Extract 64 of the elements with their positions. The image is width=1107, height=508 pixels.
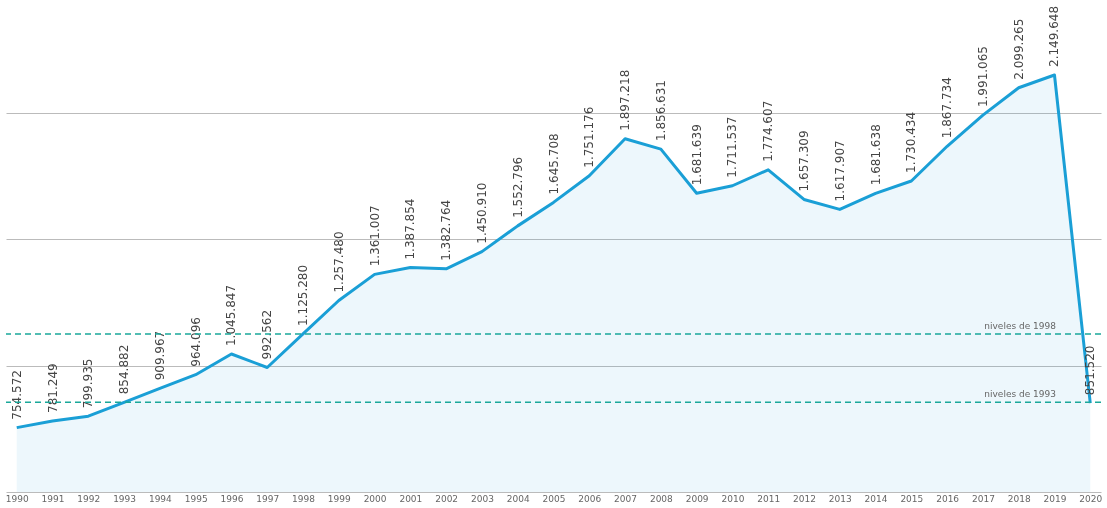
- x-tick-label: 2018: [1007, 493, 1031, 504]
- data-label: 1.387.854: [403, 198, 418, 260]
- x-tick-label: 1998: [292, 493, 316, 504]
- data-label: 2.149.648: [1047, 5, 1062, 67]
- data-label: 1.645.708: [546, 133, 561, 195]
- data-label: 1.681.638: [868, 124, 883, 186]
- data-label: 1.450.910: [474, 182, 489, 244]
- data-label: 1.856.631: [653, 79, 668, 142]
- x-tick-label: 2020: [1079, 493, 1103, 504]
- x-tick-label: 2006: [578, 493, 602, 504]
- data-label: 1.774.607: [761, 100, 776, 162]
- data-label: 1.552.796: [510, 156, 525, 218]
- data-label: 1.897.218: [618, 69, 633, 131]
- x-tick-label: 2009: [685, 493, 709, 504]
- x-tick-label: 2013: [828, 493, 852, 504]
- x-tick-label: 2016: [936, 493, 960, 504]
- data-label: 1.991.065: [975, 46, 990, 108]
- data-label: 1.751.176: [582, 106, 597, 168]
- x-tick-label: 1997: [256, 493, 280, 504]
- x-tick-label: 2002: [435, 493, 459, 504]
- x-tick-label: 1990: [5, 493, 29, 504]
- ref-line-label: niveles de 1993: [984, 389, 1056, 400]
- data-label: 781.249: [45, 363, 60, 413]
- x-tick-label: 2014: [864, 493, 888, 504]
- data-label: 851.520: [1083, 345, 1098, 396]
- x-tick-label: 2007: [614, 493, 638, 504]
- data-label: 1.617.907: [832, 140, 847, 202]
- data-label: 909.967: [152, 330, 167, 381]
- data-label: 1.681.639: [689, 124, 704, 186]
- x-tick-label: 2010: [721, 493, 745, 504]
- x-tick-label: 2005: [542, 493, 566, 504]
- data-label: 1.045.847: [224, 284, 239, 347]
- data-label: 992.562: [260, 309, 275, 360]
- data-label: 1.361.007: [367, 205, 382, 267]
- x-tick-label: 1992: [77, 493, 101, 504]
- data-label: 2.099.265: [1011, 18, 1026, 80]
- data-label: 964.096: [188, 317, 203, 367]
- x-tick-label: 2017: [971, 493, 995, 504]
- x-tick-label: 1993: [113, 493, 137, 504]
- data-label: 1.382.764: [439, 199, 454, 261]
- data-label: 754.572: [9, 370, 24, 420]
- x-tick-label: 1995: [184, 493, 208, 504]
- data-label: 1.711.537: [725, 116, 740, 178]
- data-label: 1.730.434: [904, 111, 919, 173]
- data-label: 1.125.280: [296, 264, 311, 326]
- data-label: 1.657.309: [796, 130, 811, 192]
- x-tick-label: 2001: [399, 493, 423, 504]
- x-tick-label: 2011: [757, 493, 781, 504]
- data-label: 799.935: [81, 358, 96, 409]
- x-tick-label: 1991: [41, 493, 65, 504]
- x-tick-label: 2000: [363, 493, 387, 504]
- ref-line-label: niveles de 1998: [984, 320, 1057, 331]
- x-tick-label: 2008: [649, 493, 674, 504]
- x-tick-label: 2015: [900, 493, 924, 504]
- x-tick-label: 2019: [1043, 493, 1067, 504]
- x-tick-label: 1996: [220, 493, 244, 504]
- x-tick-label: 1999: [327, 493, 352, 504]
- data-label: 1.257.480: [331, 231, 346, 293]
- data-label: 854.882: [117, 344, 132, 395]
- data-label: 1.867.734: [940, 77, 955, 139]
- x-tick-label: 2012: [793, 493, 816, 504]
- x-tick-label: 1994: [148, 493, 173, 504]
- x-tick-label: 2004: [506, 493, 530, 504]
- x-tick-label: 2003: [470, 493, 494, 504]
